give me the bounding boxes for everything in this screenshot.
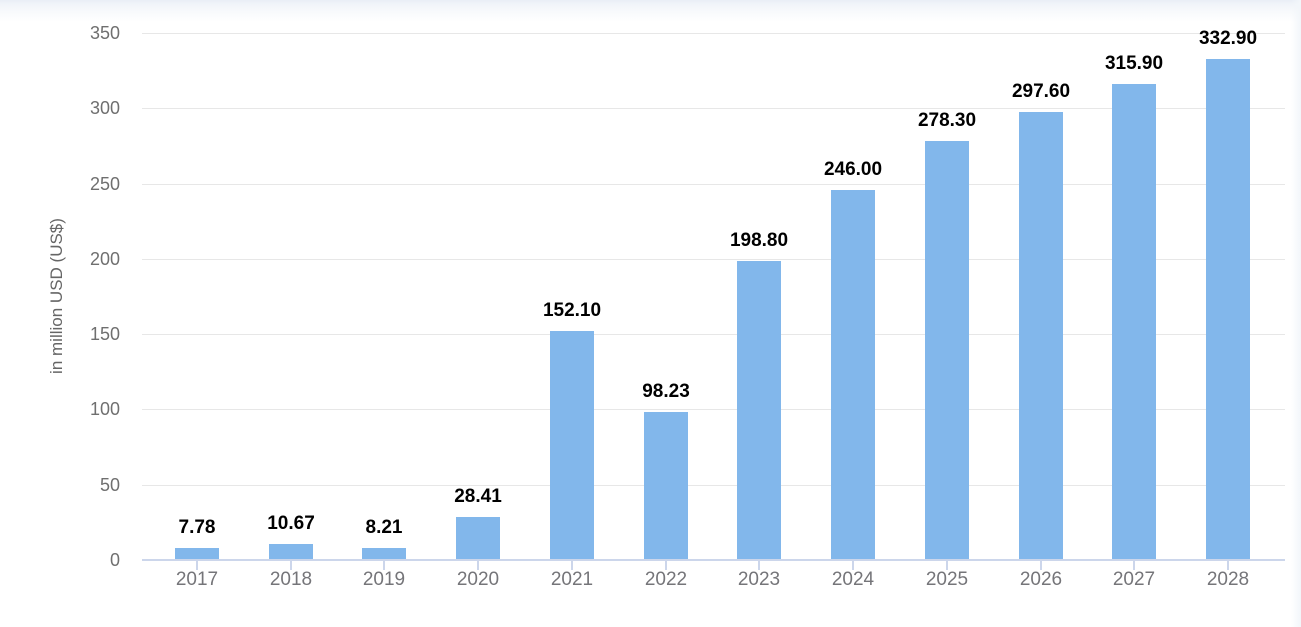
- x-tick-label: 2025: [925, 569, 969, 590]
- bar[interactable]: [1112, 84, 1156, 560]
- x-tick-label: 2022: [644, 569, 688, 590]
- gridline: [142, 33, 1285, 34]
- bar-value-label: 98.23: [642, 381, 690, 402]
- bar[interactable]: [269, 543, 313, 560]
- x-tick-label: 2024: [831, 569, 875, 590]
- gridline: [142, 334, 1285, 335]
- bar[interactable]: [644, 412, 688, 560]
- bar-value-label: 152.10: [542, 300, 602, 321]
- gridline: [142, 184, 1285, 185]
- gridline: [142, 259, 1285, 260]
- bar[interactable]: [550, 330, 594, 560]
- x-tick-mark: [571, 561, 573, 570]
- x-tick-label: 2017: [175, 569, 219, 590]
- x-tick-mark: [758, 561, 760, 570]
- bar-value-label: 28.41: [454, 486, 502, 507]
- x-tick-mark: [1133, 561, 1135, 570]
- x-tick-label: 2028: [1206, 569, 1250, 590]
- y-tick-label: 0: [109, 550, 120, 570]
- bar[interactable]: [1206, 58, 1250, 560]
- y-tick-label: 200: [89, 249, 120, 269]
- x-tick-mark: [383, 561, 385, 570]
- x-tick-mark: [1040, 561, 1042, 570]
- x-tick-mark: [1227, 561, 1229, 570]
- x-tick-label: 2019: [362, 569, 406, 590]
- x-tick-mark: [477, 561, 479, 570]
- bar-value-label: 315.90: [1104, 53, 1164, 74]
- bar-value-label: 246.00: [823, 159, 883, 180]
- bar[interactable]: [831, 189, 875, 560]
- x-tick-label: 2018: [269, 569, 313, 590]
- y-tick-label: 250: [89, 174, 120, 194]
- x-tick-label: 2023: [737, 569, 781, 590]
- y-tick-label: 100: [89, 399, 120, 419]
- x-tick-label: 2027: [1112, 569, 1156, 590]
- x-tick-mark: [196, 561, 198, 570]
- bar[interactable]: [456, 517, 500, 560]
- x-tick-mark: [290, 561, 292, 570]
- x-tick-label: 2020: [456, 569, 500, 590]
- bar[interactable]: [362, 547, 406, 560]
- bar[interactable]: [175, 548, 219, 560]
- x-axis-line: [142, 559, 1285, 561]
- bar-value-label: 7.78: [178, 517, 216, 538]
- x-tick-mark: [665, 561, 667, 570]
- y-tick-label: 50: [99, 475, 120, 495]
- x-tick-mark: [852, 561, 854, 570]
- x-tick-label: 2026: [1019, 569, 1063, 590]
- bar-value-label: 10.67: [267, 513, 315, 534]
- gridline: [142, 108, 1285, 109]
- bar-value-label: 278.30: [917, 110, 977, 131]
- gridline: [142, 409, 1285, 410]
- bar[interactable]: [737, 260, 781, 560]
- page-top-edge: [0, 0, 1301, 22]
- bar-value-label: 297.60: [1011, 81, 1071, 102]
- x-tick-label: 2021: [550, 569, 594, 590]
- x-tick-mark: [946, 561, 948, 570]
- bar-value-label: 8.21: [365, 517, 403, 538]
- gridline: [142, 485, 1285, 486]
- page-right-edge: [1291, 0, 1301, 627]
- bar-value-label: 198.80: [729, 230, 789, 251]
- y-tick-label: 350: [89, 23, 120, 43]
- y-tick-label: 150: [89, 324, 120, 344]
- y-tick-label: 300: [89, 98, 120, 118]
- bar[interactable]: [925, 140, 969, 560]
- bar-value-label: 332.90: [1198, 28, 1258, 49]
- bar[interactable]: [1019, 111, 1063, 560]
